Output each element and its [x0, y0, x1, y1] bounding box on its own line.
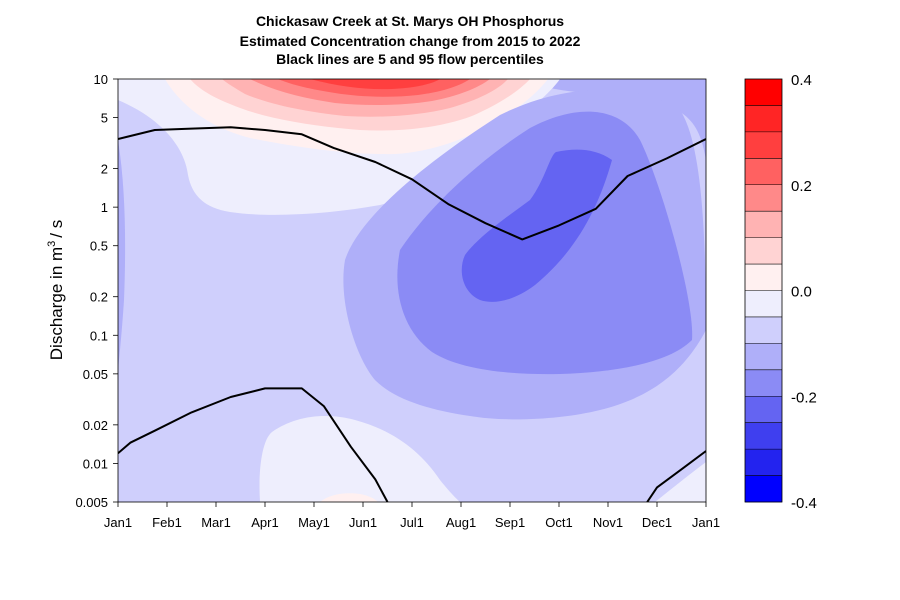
x-tick-label: Mar1: [201, 515, 231, 530]
colorbar-swatch: [745, 449, 782, 476]
y-tick-label: 2: [101, 162, 108, 177]
colorbar-swatch: [745, 475, 782, 503]
colorbar-swatch: [745, 131, 782, 159]
colorbar-label: 0.0: [791, 284, 812, 301]
y-tick-label: 0.005: [75, 495, 108, 510]
x-tick-label: Feb1: [152, 515, 182, 530]
flow-line-5-tail: [646, 450, 706, 502]
flow-line-5: [118, 387, 389, 502]
flow-line-95: [118, 126, 706, 241]
y-tick-label: 0.02: [83, 418, 108, 433]
colorbar-swatch: [745, 264, 782, 291]
contour-fill-bottom-pink: [320, 493, 378, 502]
x-tick-label: Apr1: [251, 515, 278, 530]
x-axis: Jan1 Feb1 Mar1 Apr1 May1 Jun1 Jul1 Aug1 Sep1 Oct1…: [104, 502, 720, 530]
colorbar-frame: [744, 78, 783, 503]
y-tick-label: 0.01: [83, 456, 108, 471]
contour-fill-top-right-blue: [520, 79, 706, 160]
colorbar-label: -0.4: [791, 495, 817, 512]
y-axis-label-tail: / s: [47, 220, 66, 238]
x-tick-label: Jan1: [692, 515, 720, 530]
contour-fill-blue-core: [461, 149, 612, 302]
colorbar-swatch: [745, 396, 782, 423]
colorbar-swatch: [745, 369, 782, 397]
contour-fill-bottom-right-light: [655, 462, 706, 502]
flow-percentile-lines: [118, 126, 706, 502]
y-tick-label: 0.05: [83, 367, 108, 382]
x-tick-label: Sep1: [495, 515, 525, 530]
colorbar-swatch: [745, 343, 782, 371]
x-tick-label: Jun1: [349, 515, 377, 530]
colorbar-swatch: [745, 237, 782, 265]
contour-fill-left-lobe: [118, 140, 126, 370]
colorbar-label: -0.2: [791, 389, 817, 406]
colorbar-swatch: [745, 105, 782, 133]
colorbar: 0.4 0.2 0.0 -0.2 -0.4: [744, 72, 817, 512]
x-tick-label: Dec1: [642, 515, 672, 530]
colorbar-swatch: [745, 158, 782, 186]
y-axis: 10 5 2 1 0.5 0.2 0.1 0.05 0.02 0.01 0.005: [75, 72, 118, 510]
title-line-1: Chickasaw Creek at St. Marys OH Phosphor…: [256, 13, 564, 29]
y-axis-label-main: Discharge in m: [47, 247, 66, 360]
svg-text:Discharge in m3/ s: Discharge in m3 / s: [46, 220, 66, 360]
colorbar-swatch: [745, 211, 782, 238]
title-line-3: Black lines are 5 and 95 flow percentile…: [276, 51, 544, 67]
colorbar-label: 0.4: [791, 72, 812, 89]
contour-fills: [118, 79, 706, 502]
colorbar-swatch: [745, 184, 782, 212]
y-tick-label: 5: [101, 111, 108, 126]
y-tick-label: 1: [101, 200, 108, 215]
colorbar-swatch: [745, 422, 782, 450]
y-tick-label: 0.2: [90, 290, 108, 305]
x-tick-label: Aug1: [446, 515, 476, 530]
contour-fill-red-bloom-6: [310, 79, 440, 90]
y-tick-label: 10: [94, 72, 108, 87]
colorbar-swatch: [745, 290, 782, 318]
colorbar-swatch: [745, 316, 782, 344]
x-tick-label: Jul1: [400, 515, 424, 530]
x-tick-label: Nov1: [593, 515, 623, 530]
y-tick-label: 0.1: [90, 328, 108, 343]
x-tick-label: Oct1: [545, 515, 572, 530]
x-tick-label: May1: [298, 515, 330, 530]
y-axis-label: Discharge in m3 / s: [46, 220, 66, 360]
colorbar-label: 0.2: [791, 178, 812, 195]
chart-title: Chickasaw Creek at St. Marys OH Phosphor…: [240, 13, 581, 67]
y-axis-label-sup: 3: [46, 241, 58, 247]
colorbar-swatch: [745, 79, 782, 106]
y-tick-label: 0.5: [90, 239, 108, 254]
x-tick-label: Jan1: [104, 515, 132, 530]
title-line-2: Estimated Concentration change from 2015…: [240, 33, 581, 49]
